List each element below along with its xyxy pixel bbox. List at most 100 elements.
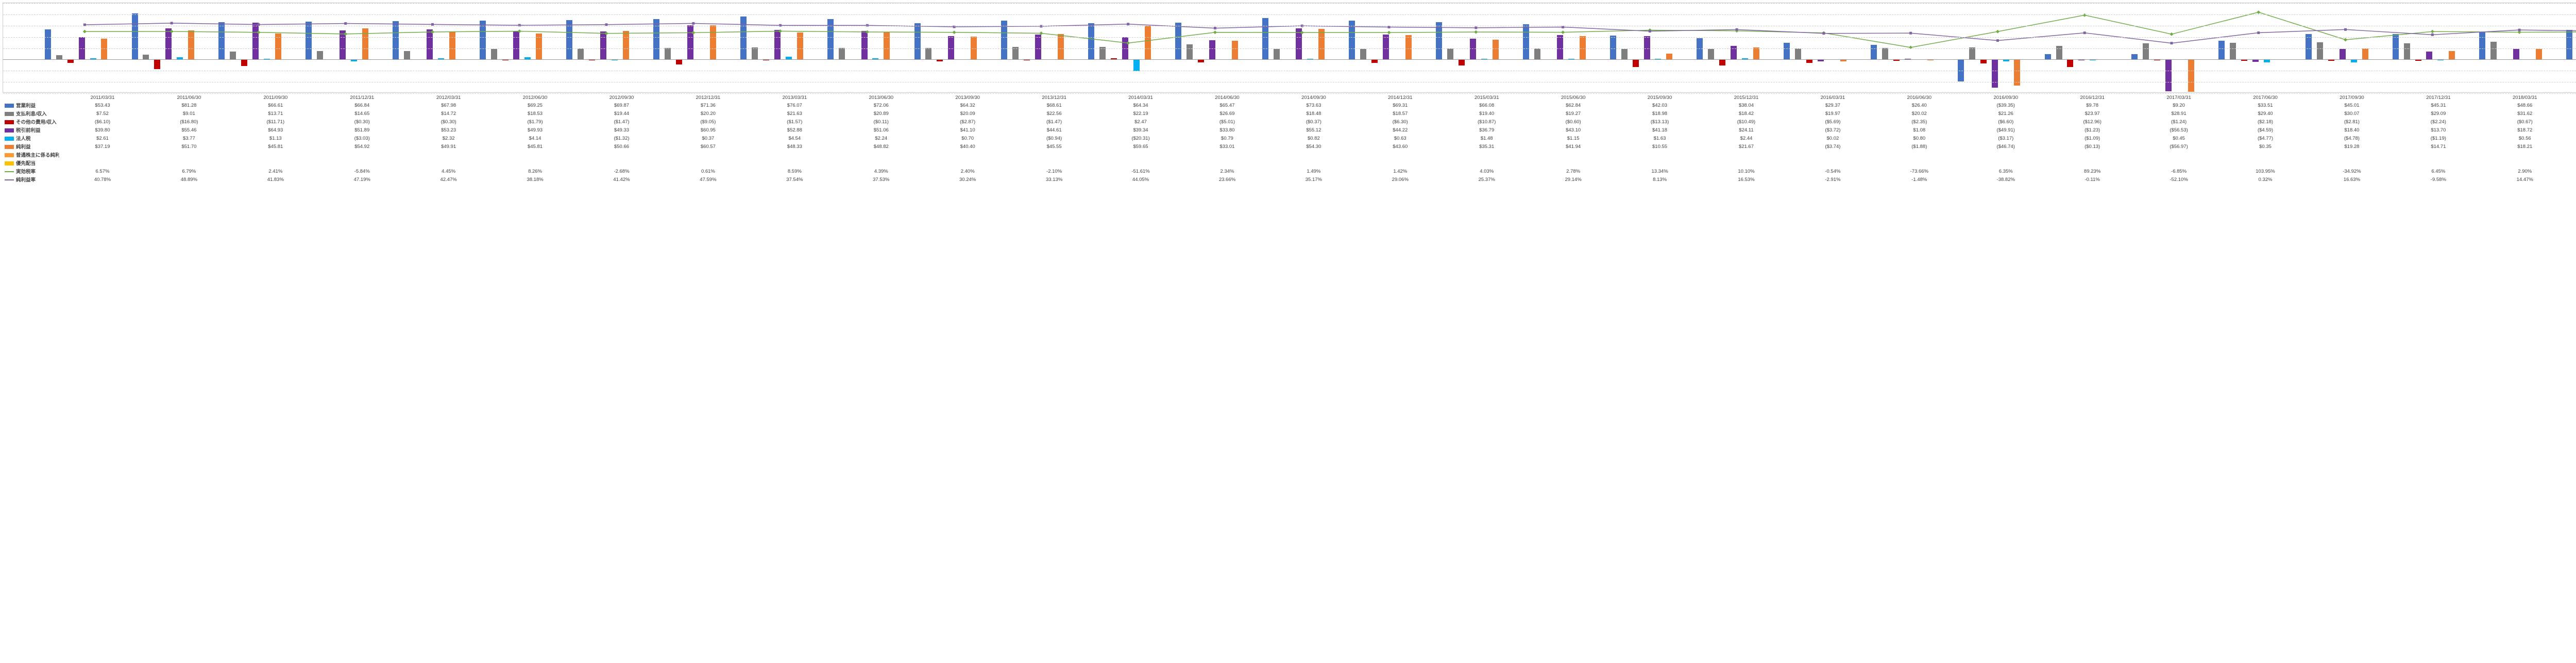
cell: $33.01 <box>1184 142 1270 151</box>
cell: $4.54 <box>751 134 838 142</box>
cell: $20.09 <box>924 109 1011 118</box>
cell: ($10.49) <box>1703 118 1790 126</box>
bar-interest <box>230 52 236 59</box>
cell: $45.81 <box>232 142 319 151</box>
col-header: 2015/06/30 <box>1530 94 1617 101</box>
bar-interest <box>2143 43 2149 60</box>
bar-other <box>154 59 160 69</box>
cell: $51.89 <box>319 126 405 134</box>
bar-operating_income <box>1436 22 1442 59</box>
cell: $29.40 <box>2222 109 2309 118</box>
cell: $51.70 <box>146 142 232 151</box>
bar-interest <box>1882 48 1888 59</box>
cell: $20.89 <box>838 109 924 118</box>
cell: $21.26 <box>1962 109 2049 118</box>
cell <box>2222 151 2309 159</box>
cell: $55.12 <box>1270 126 1357 134</box>
cell: $66.08 <box>1444 101 1530 109</box>
col-header: 2014/03/31 <box>1097 94 1184 101</box>
bar-net_income <box>1666 54 1672 60</box>
cell: ($2.35) <box>1876 118 1962 126</box>
cell: 16.53% <box>1703 175 1790 184</box>
bar-net_income <box>536 34 542 59</box>
cell <box>2395 151 2482 159</box>
cell: $49.91 <box>405 142 492 151</box>
cell: 30.24% <box>924 175 1011 184</box>
cell: $71.36 <box>665 101 751 109</box>
cell: -73.66% <box>1876 167 1962 175</box>
bar-interest <box>2230 43 2236 59</box>
bar-operating_income <box>2131 54 2138 59</box>
cell: 8.26% <box>492 167 579 175</box>
cell: 4.39% <box>838 167 924 175</box>
cell: 6.57% <box>59 167 146 175</box>
cell <box>2568 159 2576 167</box>
cell: $11.03 <box>2568 126 2576 134</box>
col-header: 2012/06/30 <box>492 94 579 101</box>
col-header: 2016/12/31 <box>2049 94 2136 101</box>
cell: $26.69 <box>1184 109 1270 118</box>
bar-net_income <box>1580 36 1586 60</box>
cell: $29.09 <box>2395 109 2482 118</box>
cell: 41.42% <box>579 175 665 184</box>
bar-operating_income <box>480 21 486 60</box>
cell: $41.94 <box>1530 142 1617 151</box>
cell: 48.89% <box>146 175 232 184</box>
cell: $0.63 <box>1357 134 1444 142</box>
table-row: 純利益率40.78%48.89%41.83%47.19%42.47%38.18%… <box>3 175 2576 184</box>
cell: ($56.53) <box>2136 126 2222 134</box>
bar-operating_income <box>45 29 51 59</box>
bar-operating_income <box>1610 36 1616 59</box>
cell: $13.71 <box>232 109 319 118</box>
bar-operating_income <box>218 22 225 60</box>
col-header: 2013/06/30 <box>838 94 924 101</box>
cell: ($20.31) <box>1097 134 1184 142</box>
bar-pretax <box>774 30 781 60</box>
cell: -52.10% <box>2136 175 2222 184</box>
cell: $2.44 <box>1703 134 1790 142</box>
cell: ($3.03) <box>319 134 405 142</box>
bar-operating_income <box>740 16 747 59</box>
cell: ($39.35) <box>1962 101 2049 109</box>
cell: $36.79 <box>1444 126 1530 134</box>
cell: $64.34 <box>1097 101 1184 109</box>
cell: 23.66% <box>1184 175 1270 184</box>
cell: 37.53% <box>838 175 924 184</box>
cell <box>1097 159 1184 167</box>
cell: $42.03 <box>1617 101 1703 109</box>
bar-interest <box>1708 49 1714 59</box>
cell: $39.34 <box>1097 126 1184 134</box>
cell: $30.07 <box>2309 109 2395 118</box>
cell <box>2395 159 2482 167</box>
bar-other <box>676 59 682 64</box>
cell: ($1.19) <box>2395 134 2482 142</box>
bar-interest <box>1534 48 1540 59</box>
cell: ($1.24) <box>2136 118 2222 126</box>
cell: $0.37 <box>665 134 751 142</box>
bar-other <box>241 59 247 66</box>
cell: -2.10% <box>1011 167 1097 175</box>
cell: -0.11% <box>2049 175 2136 184</box>
cell <box>665 159 751 167</box>
bar-pretax <box>2513 49 2519 59</box>
cell: $50.66 <box>579 142 665 151</box>
cell: 13.34% <box>1617 167 1703 175</box>
cell: 29.14% <box>1530 175 1617 184</box>
cell: ($1.09) <box>2049 134 2136 142</box>
col-header: 2016/06/30 <box>1876 94 1962 101</box>
cell: ($3.74) <box>1789 142 1876 151</box>
cell: $18.40 <box>2309 126 2395 134</box>
bar-operating_income <box>2218 41 2225 60</box>
cell: $41.10 <box>924 126 1011 134</box>
cell: $19.28 <box>2309 142 2395 151</box>
bar-pretax <box>1557 35 1563 59</box>
bar-interest <box>1187 44 1193 59</box>
bar-interest <box>2317 42 2323 59</box>
cell <box>146 151 232 159</box>
cell: $0.35 <box>2222 142 2309 151</box>
bar-other <box>1633 59 1639 67</box>
cell <box>924 151 1011 159</box>
cell: $21.67 <box>1703 142 1790 151</box>
cell: $59.65 <box>1097 142 1184 151</box>
cell <box>232 151 319 159</box>
